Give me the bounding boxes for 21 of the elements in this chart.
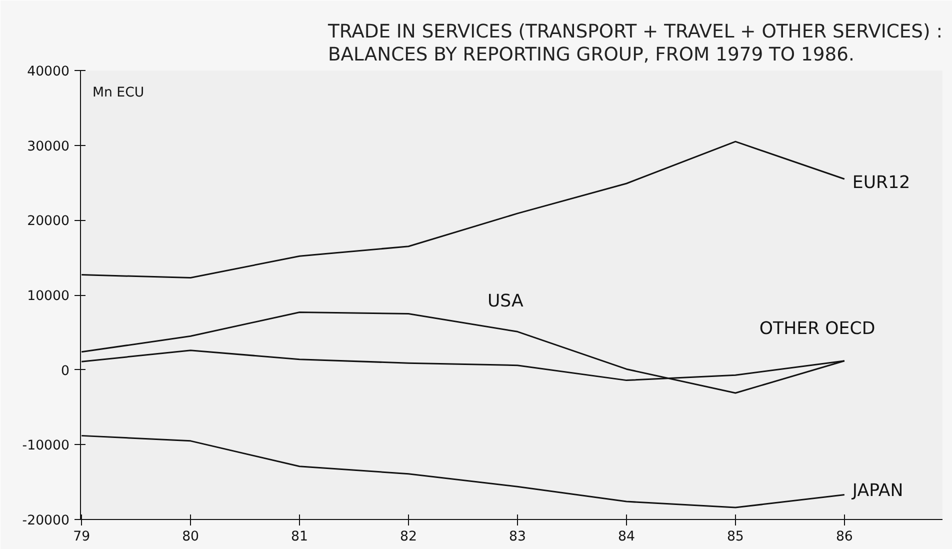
x-tick-label: 86 [836,530,853,544]
x-tick-label: 80 [182,530,200,544]
x-tick-label: 83 [509,530,526,544]
x-tick-label: 81 [291,530,308,544]
series-label: JAPAN [851,480,904,501]
y-tick-label: -10000 [22,438,70,454]
y-tick-label: -20000 [22,514,70,528]
chart-title: TRADE IN SERVICES (TRANSPORT + TRAVEL + OTHER SERVICES) : BALANCES BY REPORTING GROUP, FROM 1979 TO 1986. [326,21,943,66]
series-label: OTHER OECD [759,318,876,339]
series-label: EUR12 [852,173,910,194]
x-tick-label: 84 [618,530,635,544]
x-tick-label: 85 [726,530,744,544]
y-tick-label: 0 [61,364,70,379]
y-tick-label: 10000 [27,289,70,304]
x-tick-label: 79 [73,530,90,544]
y-tick-label: 40000 [27,64,70,80]
y-tick-label: 20000 [27,214,70,230]
y-tick-label: 30000 [27,139,70,154]
x-tick-label: 82 [400,530,418,544]
series-label: USA [487,292,524,312]
y-axis-title: Mn ECU [92,86,144,100]
